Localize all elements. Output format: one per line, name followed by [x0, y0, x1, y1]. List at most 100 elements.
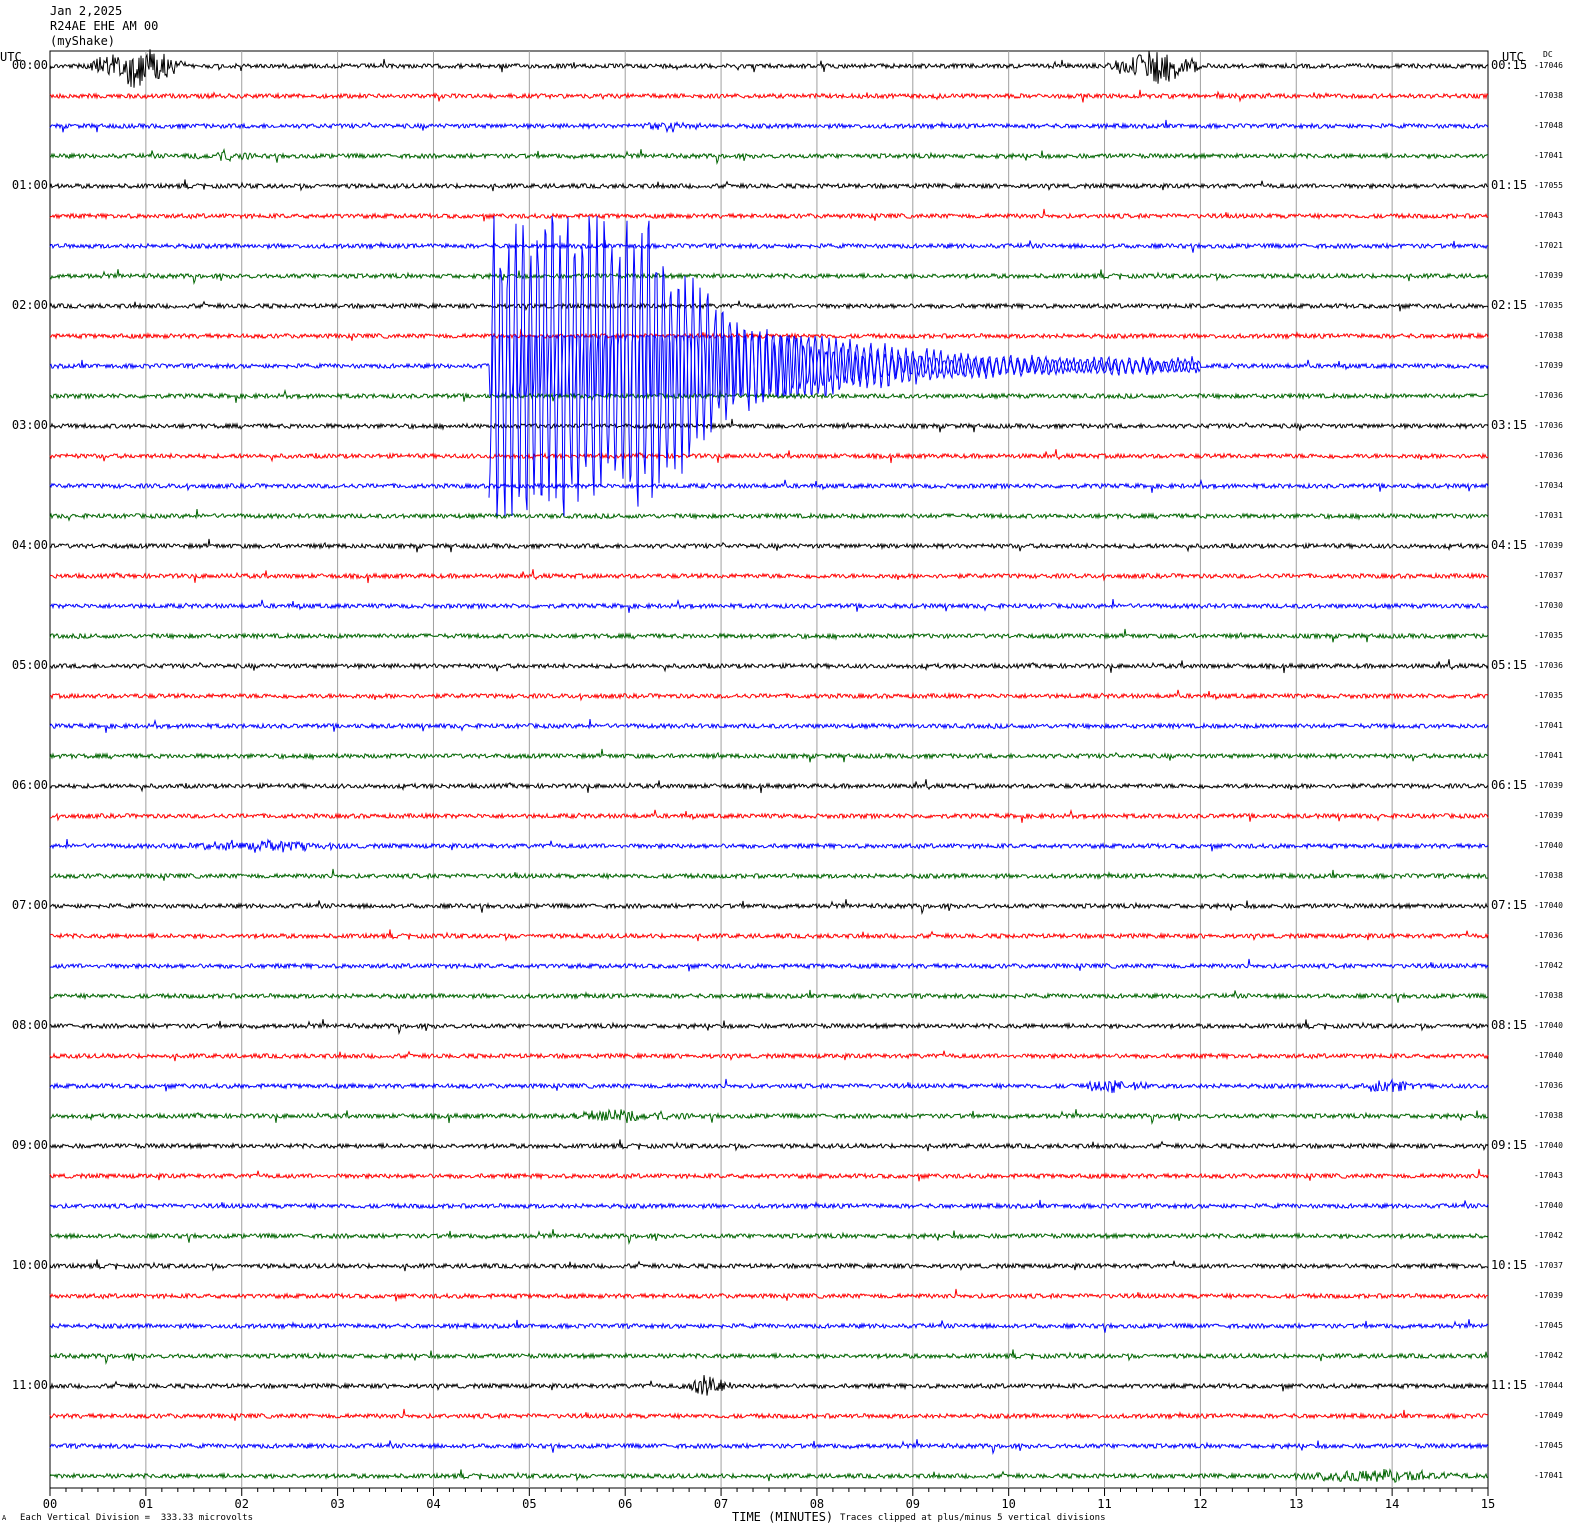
row-time-left: 07:00: [11, 898, 48, 912]
trace-row: [49, 1078, 1489, 1094]
row-time-left: 11:00: [11, 1378, 48, 1392]
row-time-right: 00:15: [1491, 58, 1528, 72]
x-axis-title: TIME (MINUTES): [732, 1510, 834, 1524]
dc-offset: -17043: [1534, 1171, 1563, 1180]
row-time-right: 09:15: [1491, 1138, 1528, 1152]
x-tick-label: 04: [426, 1497, 441, 1511]
row-time-right: 07:15: [1491, 898, 1528, 912]
dc-offset: -17040: [1534, 1201, 1563, 1210]
dc-offset: -17040: [1534, 1141, 1563, 1150]
trace-row: [49, 1229, 1489, 1246]
trace-row: [49, 1408, 1489, 1421]
dc-offset: -17037: [1534, 1261, 1563, 1270]
dc-offset: -17055: [1534, 181, 1563, 190]
trace-row: [49, 628, 1489, 643]
dc-offset: -17042: [1534, 961, 1563, 970]
x-tick-label: 02: [234, 1497, 249, 1511]
row-time-left: 01:00: [11, 178, 48, 192]
dc-offset: -17041: [1534, 751, 1563, 760]
vertical-division-note: Each Vertical Division = 333.33 microvol…: [20, 1513, 253, 1523]
dc-label: DC: [1543, 50, 1553, 59]
utc-left-label: UTC: [0, 50, 22, 64]
trace-row: [49, 868, 1489, 881]
dc-offset: -17035: [1534, 301, 1563, 310]
trace-row: [49, 838, 1489, 853]
row-time-right: 08:15: [1491, 1018, 1528, 1032]
trace-row: [49, 89, 1489, 103]
trace-row: [49, 718, 1489, 733]
dc-offset: -17045: [1534, 1441, 1563, 1450]
trace-row: [50, 958, 1489, 972]
dc-offset: -17036: [1534, 391, 1563, 400]
dc-offset: -17036: [1534, 661, 1563, 670]
trace-row: [49, 1168, 1489, 1182]
corner-mark: A: [2, 1514, 7, 1522]
trace-row: [49, 478, 1489, 493]
trace-row: [49, 1375, 1489, 1396]
clip-note: Traces clipped at plus/minus 5 vertical …: [840, 1513, 1106, 1523]
x-tick-label: 14: [1384, 1497, 1400, 1511]
row-time-right: 10:15: [1491, 1258, 1528, 1272]
dc-offset: -17045: [1534, 1321, 1563, 1330]
trace-row: [49, 808, 1489, 823]
dc-offset: -17038: [1534, 91, 1563, 100]
trace-row: [49, 1468, 1489, 1483]
trace-row: [49, 748, 1489, 763]
dc-offset: -17041: [1534, 1471, 1563, 1480]
x-tick-label: 11: [1097, 1497, 1112, 1511]
dc-offset: -17038: [1534, 991, 1563, 1000]
dc-offset: -17039: [1534, 541, 1563, 550]
trace-row: [49, 179, 1489, 192]
trace-row: [49, 689, 1489, 702]
trace-row: [49, 1319, 1489, 1333]
row-time-left: 02:00: [11, 298, 48, 312]
trace-row: [49, 328, 1489, 341]
dc-offset: -17021: [1534, 241, 1563, 250]
trace-row: [49, 929, 1489, 942]
dc-offset: -17042: [1534, 1351, 1563, 1360]
dc-offset: -17040: [1534, 1051, 1563, 1060]
utc-right-label: UTC: [1502, 50, 1524, 64]
trace-row: [49, 49, 1489, 88]
dc-offset: -17041: [1534, 151, 1563, 160]
row-time-left: 00:00: [11, 58, 48, 72]
dc-offset: -17036: [1534, 1081, 1563, 1090]
trace-row: [49, 538, 1489, 553]
dc-offset: -17039: [1534, 271, 1563, 280]
x-tick-label: 01: [138, 1497, 154, 1511]
trace-row: [49, 989, 1489, 1003]
trace-row: [49, 1050, 1489, 1062]
plot-frame: [49, 50, 1489, 1489]
row-time-right: 03:15: [1491, 418, 1528, 432]
trace-row: [49, 208, 1489, 222]
row-time-right: 11:15: [1491, 1378, 1528, 1392]
trace-row: [49, 899, 1488, 916]
dc-offset: -17042: [1534, 1231, 1563, 1240]
dc-offset: -17043: [1534, 211, 1563, 220]
trace-row: [49, 300, 1489, 312]
row-time-left: 04:00: [11, 538, 48, 552]
trace-row: [49, 1349, 1489, 1366]
dc-offset: -17040: [1534, 901, 1563, 910]
trace-row: [49, 418, 1489, 433]
dc-offset: -17031: [1534, 511, 1563, 520]
trace-row: [49, 269, 1489, 286]
dc-offset: -17049: [1534, 1411, 1563, 1420]
header-date: Jan 2,2025: [50, 4, 123, 18]
trace-row: [49, 1139, 1489, 1152]
dc-offset: -17036: [1534, 931, 1563, 940]
x-tick-label: 10: [1001, 1497, 1016, 1511]
row-time-left: 10:00: [11, 1258, 48, 1272]
trace-row: [49, 1288, 1488, 1302]
x-tick-label: 07: [713, 1497, 729, 1511]
trace-row: [49, 1108, 1489, 1126]
x-tick-label: 09: [905, 1497, 921, 1511]
dc-offset: -17036: [1534, 451, 1563, 460]
x-tick-label: 05: [522, 1497, 537, 1511]
trace-row: [49, 119, 1489, 134]
dc-offset: -17039: [1534, 781, 1563, 790]
trace-row: [49, 569, 1489, 584]
dc-offset: -17038: [1534, 871, 1563, 880]
trace-row: [49, 239, 1489, 253]
